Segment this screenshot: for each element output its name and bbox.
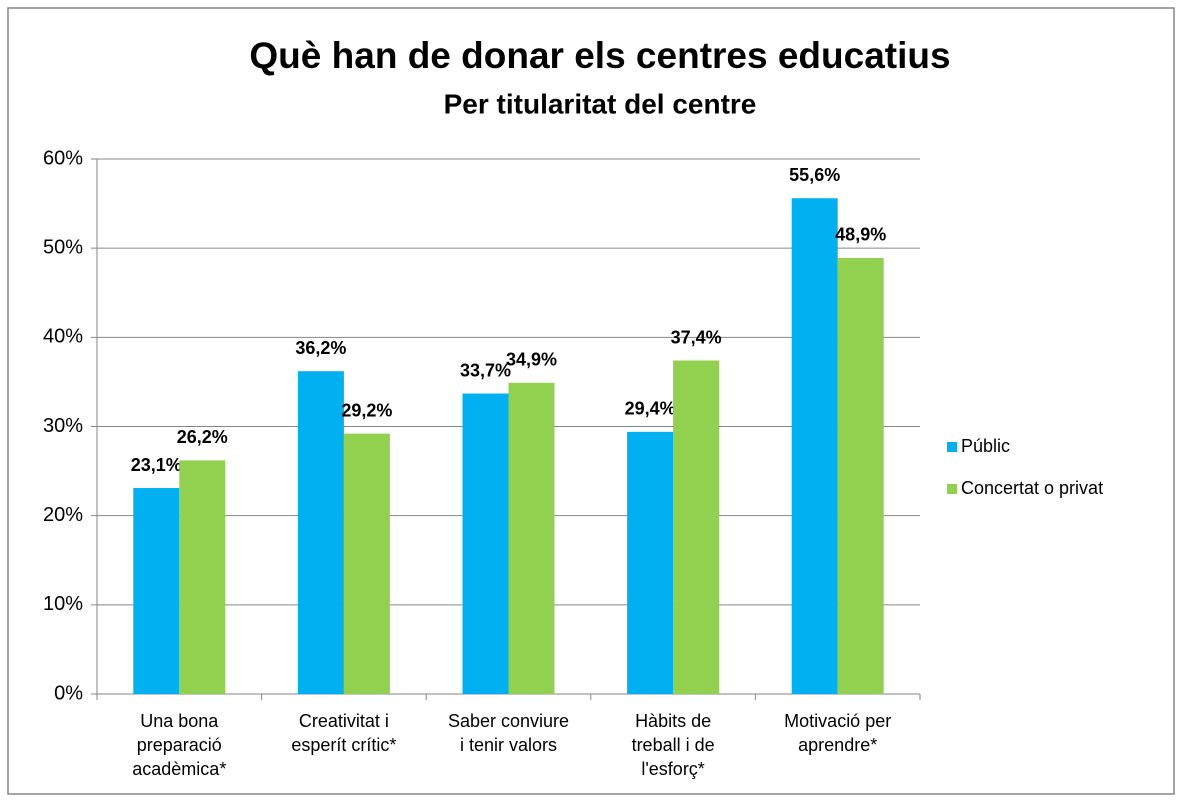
chart-subtitle: Per titularitat del centre	[444, 88, 757, 119]
x-tick-label: Hàbits de	[635, 711, 711, 731]
legend-swatch	[947, 442, 957, 452]
x-tick-label: Saber conviure	[448, 711, 569, 731]
chart-title: Què han de donar els centres educatius	[249, 35, 950, 76]
x-tick-label: Motivació per	[784, 711, 891, 731]
y-tick-label: 0%	[54, 682, 83, 704]
x-tick-label: treball i de	[632, 735, 715, 755]
x-tick-label: acadèmica*	[132, 759, 226, 779]
bar	[462, 393, 509, 694]
data-label: 37,4%	[671, 327, 722, 347]
data-label: 29,4%	[625, 399, 676, 419]
x-tick-label: l'esforç*	[641, 759, 704, 779]
bar	[133, 488, 180, 694]
x-tick-label: i tenir valors	[460, 735, 557, 755]
bar	[508, 382, 555, 694]
data-label: 48,9%	[835, 225, 886, 245]
bar	[297, 371, 344, 694]
legend-swatch	[947, 484, 957, 494]
data-label: 34,9%	[506, 350, 557, 370]
y-tick-label: 60%	[43, 147, 83, 169]
data-label: 26,2%	[177, 427, 228, 447]
bar	[179, 460, 226, 694]
bar	[791, 198, 838, 694]
data-label: 55,6%	[789, 165, 840, 185]
x-tick-label: Creativitat i	[299, 711, 389, 731]
y-tick-label: 10%	[43, 593, 83, 615]
y-tick-label: 30%	[43, 415, 83, 437]
data-label: 36,2%	[295, 338, 346, 358]
data-label: 23,1%	[131, 455, 182, 475]
y-tick-label: 50%	[43, 236, 83, 258]
y-tick-label: 20%	[43, 504, 83, 526]
bar	[673, 360, 720, 694]
legend-label: Públic	[961, 436, 1010, 456]
x-tick-label: esperít crític*	[291, 735, 396, 755]
data-label: 29,2%	[341, 400, 392, 420]
x-tick-label: Una bona	[140, 711, 219, 731]
y-tick-label: 40%	[43, 326, 83, 348]
bar	[343, 433, 390, 694]
data-label: 33,7%	[460, 360, 511, 380]
x-tick-label: preparació	[137, 735, 222, 755]
legend-label: Concertat o privat	[961, 478, 1103, 498]
bar	[837, 257, 884, 694]
x-tick-label: aprendre*	[798, 735, 877, 755]
bar	[627, 431, 674, 694]
